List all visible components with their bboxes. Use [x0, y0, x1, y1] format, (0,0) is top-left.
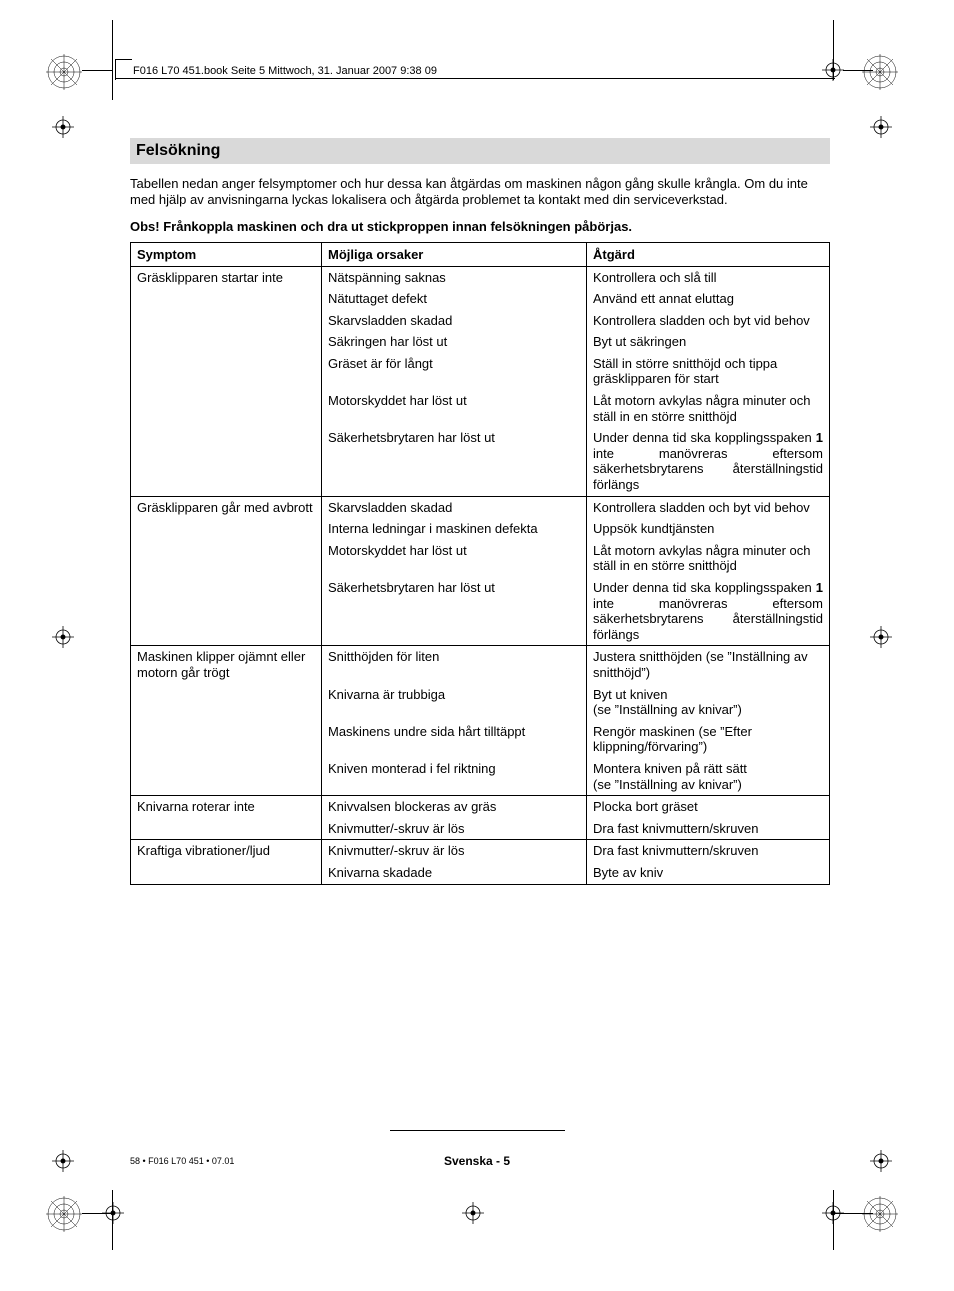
page: F016 L70 451.book Seite 5 Mittwoch, 31. … — [0, 0, 954, 1291]
cell-action: Dra fast knivmuttern/skruven — [587, 840, 830, 862]
cell-action: Använd ett annat eluttag — [587, 288, 830, 310]
cell-action: Kontrollera sladden och byt vid behov — [587, 496, 830, 518]
cell-action: Under denna tid ska kopplingsspaken 1 in… — [587, 577, 830, 646]
cell-cause: Motorskyddet har löst ut — [322, 390, 587, 427]
cell-cause: Knivmutter/-skruv är lös — [322, 818, 587, 840]
cell-action: Ställ in större snitthöjd och tippa gräs… — [587, 353, 830, 390]
cell-action: Dra fast knivmuttern/skruven — [587, 818, 830, 840]
crop-line — [82, 70, 112, 71]
crop-line — [843, 70, 873, 71]
cell-cause: Knivarna är trubbiga — [322, 684, 587, 721]
footer-rule — [390, 1130, 565, 1131]
crop-ornament-icon — [862, 54, 898, 90]
crop-ornament-icon — [46, 1196, 82, 1232]
cell-cause: Nätspänning saknas — [322, 266, 587, 288]
table-row: Maskinen klipper ojämnt ellermotorn går … — [131, 646, 830, 684]
header-corner — [115, 59, 132, 80]
cell-cause: Skarvsladden skadad — [322, 310, 587, 332]
troubleshooting-table: Symptom Möjliga orsaker Åtgärd Gräsklipp… — [130, 242, 830, 885]
header-rule — [115, 78, 835, 79]
cell-cause: Kniven monterad i fel riktning — [322, 758, 587, 796]
crop-line — [833, 1190, 834, 1250]
cell-cause: Maskinens undre sida hårt tilltäppt — [322, 721, 587, 758]
cell-cause: Säkringen har löst ut — [322, 331, 587, 353]
crop-ornament-icon — [46, 54, 82, 90]
table-row: Knivarna roterar inteKnivvalsen blockera… — [131, 796, 830, 818]
footer-center: Svenska - 5 — [0, 1154, 954, 1168]
section-title: Felsökning — [130, 138, 830, 164]
crop-ornament-icon — [862, 1196, 898, 1232]
table-row: Gräsklipparen startar inteNätspänning sa… — [131, 266, 830, 288]
crop-line — [82, 1213, 112, 1214]
cell-action: Plocka bort gräset — [587, 796, 830, 818]
running-head: F016 L70 451.book Seite 5 Mittwoch, 31. … — [133, 65, 437, 77]
cell-cause: Gräset är för långt — [322, 353, 587, 390]
cell-cause: Säkerhetsbrytaren har löst ut — [322, 577, 587, 646]
th-cause: Möjliga orsaker — [322, 242, 587, 266]
cell-symptom: Gräsklipparen startar inte — [131, 266, 322, 496]
cell-action: Under denna tid ska kopplingsspaken 1 in… — [587, 427, 830, 496]
crop-line — [833, 1213, 873, 1214]
cell-action: Låt motorn avkylas några minuter och stä… — [587, 390, 830, 427]
intro-paragraph: Tabellen nedan anger felsymptomer och hu… — [130, 176, 830, 209]
cell-action: Kontrollera sladden och byt vid behov — [587, 310, 830, 332]
cell-action: Rengör maskinen (se ”Efter klippning/för… — [587, 721, 830, 758]
registration-mark-icon — [870, 116, 892, 138]
crop-line — [833, 20, 834, 80]
cell-cause: Interna ledningar i maskinen defekta — [322, 518, 587, 540]
crop-line — [112, 1190, 113, 1250]
content-area: Felsökning Tabellen nedan anger felsympt… — [130, 138, 830, 885]
th-symptom: Symptom — [131, 242, 322, 266]
registration-mark-icon — [462, 1202, 484, 1224]
cell-cause: Säkerhetsbrytaren har löst ut — [322, 427, 587, 496]
cell-action: Byte av kniv — [587, 862, 830, 884]
cell-cause: Knivmutter/-skruv är lös — [322, 840, 587, 862]
cell-action: Montera kniven på rätt sätt(se ”Inställn… — [587, 758, 830, 796]
registration-mark-icon — [52, 626, 74, 648]
cell-cause: Motorskyddet har löst ut — [322, 540, 587, 577]
table-row: Gräsklipparen går med avbrottSkarvsladde… — [131, 496, 830, 518]
cell-action: Byt ut kniven(se ”Inställning av knivar”… — [587, 684, 830, 721]
cell-cause: Knivvalsen blockeras av gräs — [322, 796, 587, 818]
cell-action: Låt motorn avkylas några minuter och stä… — [587, 540, 830, 577]
crop-line — [112, 20, 113, 100]
cell-symptom: Kraftiga vibrationer/ljud — [131, 840, 322, 884]
th-action: Åtgärd — [587, 242, 830, 266]
cell-symptom: Gräsklipparen går med avbrott — [131, 496, 322, 646]
cell-cause: Skarvsladden skadad — [322, 496, 587, 518]
table-row: Kraftiga vibrationer/ljudKnivmutter/-skr… — [131, 840, 830, 862]
registration-mark-icon — [870, 626, 892, 648]
cell-cause: Snitthöjden för liten — [322, 646, 587, 684]
cell-symptom: Knivarna roterar inte — [131, 796, 322, 840]
cell-action: Justera snitthöjden (se ”Inställning av … — [587, 646, 830, 684]
warning-text: Obs! Frånkoppla maskinen och dra ut stic… — [130, 219, 830, 234]
cell-symptom: Maskinen klipper ojämnt ellermotorn går … — [131, 646, 322, 796]
registration-mark-icon — [52, 116, 74, 138]
cell-action: Kontrollera och slå till — [587, 266, 830, 288]
cell-action: Byt ut säkringen — [587, 331, 830, 353]
cell-cause: Nätuttaget defekt — [322, 288, 587, 310]
cell-action: Uppsök kundtjänsten — [587, 518, 830, 540]
cell-cause: Knivarna skadade — [322, 862, 587, 884]
